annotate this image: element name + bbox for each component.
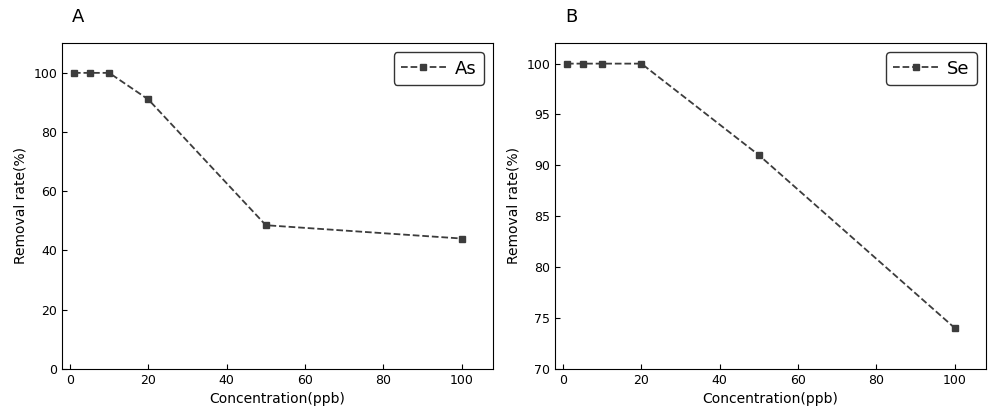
Y-axis label: Removal rate(%): Removal rate(%) xyxy=(507,147,521,265)
Legend: As: As xyxy=(394,52,484,85)
Legend: Se: Se xyxy=(886,52,977,85)
As xyxy=(103,71,115,76)
Line: As: As xyxy=(70,69,465,242)
X-axis label: Concentration(ppb): Concentration(ppb) xyxy=(210,392,346,406)
Text: A: A xyxy=(72,8,85,26)
Se xyxy=(753,152,765,158)
Line: Se: Se xyxy=(564,60,958,331)
As xyxy=(84,71,96,76)
Se xyxy=(577,61,589,66)
Se xyxy=(949,326,961,331)
Se xyxy=(635,61,647,66)
As xyxy=(142,97,154,102)
Text: B: B xyxy=(565,8,577,26)
Y-axis label: Removal rate(%): Removal rate(%) xyxy=(14,147,28,265)
Se xyxy=(596,61,608,66)
As xyxy=(68,71,80,76)
X-axis label: Concentration(ppb): Concentration(ppb) xyxy=(703,392,839,406)
As xyxy=(456,236,468,241)
As xyxy=(260,223,272,228)
Se xyxy=(561,61,573,66)
